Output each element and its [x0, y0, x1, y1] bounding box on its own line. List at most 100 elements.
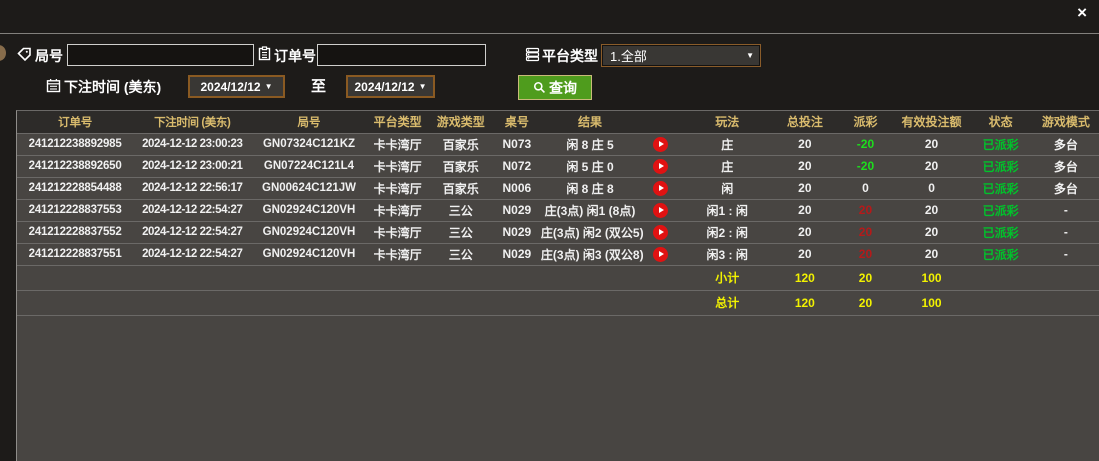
total-row-cell-result	[540, 290, 640, 316]
cell-total-bet: 20	[773, 243, 837, 266]
cell-order-no: 241212228837552	[17, 221, 134, 244]
cell-game-mode: -	[1032, 199, 1099, 222]
subtotal-row-cell-game-mode	[1032, 265, 1099, 291]
cell-payout: 20	[836, 243, 895, 266]
platform-type-select[interactable]: 1.全部 ▼	[601, 44, 761, 67]
table-row: 241212238892650 2024-12-12 23:00:21 GN0722…	[17, 155, 1099, 178]
replay-play-icon[interactable]	[652, 224, 668, 240]
cell-bet-time: 2024-12-12 22:54:27	[133, 243, 252, 266]
cell-valid-bet: 20	[894, 155, 969, 178]
cell-game-type: 三公	[428, 243, 493, 266]
cell-order-no: 241212228837553	[17, 199, 134, 222]
cell-game-mode: -	[1032, 221, 1099, 244]
game-no-input[interactable]	[67, 44, 254, 66]
cell-platform: 卡卡湾厅	[366, 177, 429, 200]
cell-valid-bet: 20	[894, 221, 969, 244]
subtotal-row-cell-platform	[366, 265, 429, 291]
total-row-cell-game-no	[251, 290, 367, 316]
total-row-cell-play-type: 总计	[681, 290, 774, 316]
order-no-input[interactable]	[317, 44, 486, 66]
cell-total-bet: 20	[773, 177, 837, 200]
chevron-down-icon: ▼	[746, 51, 754, 60]
cell-game-type: 三公	[428, 199, 493, 222]
cell-result: 闲 5 庄 0	[540, 155, 640, 178]
col-header-status: 状态	[968, 111, 1033, 134]
cell-table-no: N073	[492, 133, 541, 156]
total-row-cell-status	[968, 290, 1033, 316]
cell-result: 闲 8 庄 5	[540, 133, 640, 156]
close-icon[interactable]: ×	[1077, 3, 1087, 22]
replay-play-icon[interactable]	[652, 180, 668, 196]
query-button[interactable]: 查询	[518, 75, 592, 100]
subtotal-row-cell-game-no	[251, 265, 367, 291]
cell-result: 闲 8 庄 8	[540, 177, 640, 200]
replay-play-icon[interactable]	[652, 136, 668, 152]
cell-table-no: N029	[492, 199, 541, 222]
bet-time-label: 下注时间 (美东)	[64, 79, 162, 95]
cell-play-type: 闲	[681, 177, 774, 200]
cell-bet-time: 2024-12-12 23:00:21	[133, 155, 252, 178]
header-divider	[0, 33, 1099, 34]
cell-order-no: 241212228837551	[17, 243, 134, 266]
total-row-cell-game-type	[428, 290, 493, 316]
replay-play-icon[interactable]	[652, 202, 668, 218]
cell-payout: 0	[836, 177, 895, 200]
total-row-cell-play	[639, 290, 682, 316]
cell-bet-time: 2024-12-12 22:56:17	[133, 177, 252, 200]
subtotal-row-cell-game-type	[428, 265, 493, 291]
cell-game-mode: 多台	[1032, 177, 1099, 200]
to-label: 至	[311, 78, 327, 95]
cell-table-no: N029	[492, 221, 541, 244]
subtotal-row-cell-table-no	[492, 265, 541, 291]
cell-valid-bet: 20	[894, 199, 969, 222]
bet-records-table: 订单号 下注时间 (美东) 局号 平台类型 游戏类型 桌号 结果 玩法 总投注 派彩 有效投注额 状态…	[17, 111, 1099, 316]
cell-result: 庄(3点) 闲1 (8点)	[540, 199, 640, 222]
cell-status: 已派彩	[968, 155, 1033, 178]
subtotal-row: 小计 120 20 100	[17, 265, 1099, 291]
cell-game-no: GN02924C120VH	[251, 199, 367, 222]
cell-play-type: 庄	[681, 155, 774, 178]
cell-order-no: 241212228854488	[17, 177, 134, 200]
cell-game-no: GN07224C121L4	[251, 155, 367, 178]
replay-play-icon[interactable]	[652, 246, 668, 262]
cell-play	[639, 243, 682, 266]
cell-platform: 卡卡湾厅	[366, 155, 429, 178]
col-header-bet-time: 下注时间 (美东)	[133, 111, 252, 134]
date-from-value: 2024/12/12	[200, 79, 261, 94]
subtotal-row-cell-result	[540, 265, 640, 291]
order-no-label: 订单号	[274, 48, 316, 64]
cell-status: 已派彩	[968, 177, 1033, 200]
col-header-game-mode: 游戏模式	[1032, 111, 1099, 134]
col-header-valid-bet: 有效投注额	[894, 111, 969, 134]
cell-order-no: 241212238892650	[17, 155, 134, 178]
total-row-cell-payout: 20	[836, 290, 895, 316]
total-row-cell-game-mode	[1032, 290, 1099, 316]
cell-total-bet: 20	[773, 199, 837, 222]
col-header-table-no: 桌号	[492, 111, 541, 134]
table-row: 241212228837553 2024-12-12 22:54:27 GN0292…	[17, 199, 1099, 222]
date-to-select[interactable]: 2024/12/12 ▼	[346, 75, 435, 98]
total-row-cell-platform	[366, 290, 429, 316]
cell-payout: 20	[836, 221, 895, 244]
search-icon	[533, 81, 545, 93]
subtotal-row-cell-play	[639, 265, 682, 291]
replay-play-icon[interactable]	[652, 158, 668, 174]
cell-platform: 卡卡湾厅	[366, 199, 429, 222]
cell-status: 已派彩	[968, 199, 1033, 222]
cell-game-type: 三公	[428, 221, 493, 244]
cell-payout: -20	[836, 133, 895, 156]
chevron-down-icon: ▼	[264, 82, 273, 91]
platform-type-value: 1.全部	[610, 49, 647, 64]
date-from-select[interactable]: 2024/12/12 ▼	[188, 75, 285, 98]
col-header-play-type: 玩法	[681, 111, 774, 134]
subtotal-row-cell-valid-bet: 100	[894, 265, 969, 291]
date-to-value: 2024/12/12	[354, 79, 415, 94]
cell-game-type: 百家乐	[428, 155, 493, 178]
cell-play-type: 闲2 : 闲	[681, 221, 774, 244]
cell-game-no: GN02924C120VH	[251, 243, 367, 266]
platform-list-icon	[525, 47, 540, 62]
total-row-cell-total-bet: 120	[773, 290, 837, 316]
cell-bet-time: 2024-12-12 22:54:27	[133, 199, 252, 222]
col-header-game-type: 游戏类型	[428, 111, 493, 134]
bet-records-table-panel: 订单号 下注时间 (美东) 局号 平台类型 游戏类型 桌号 结果 玩法 总投注 派彩 有效投注额 状态…	[16, 110, 1099, 461]
